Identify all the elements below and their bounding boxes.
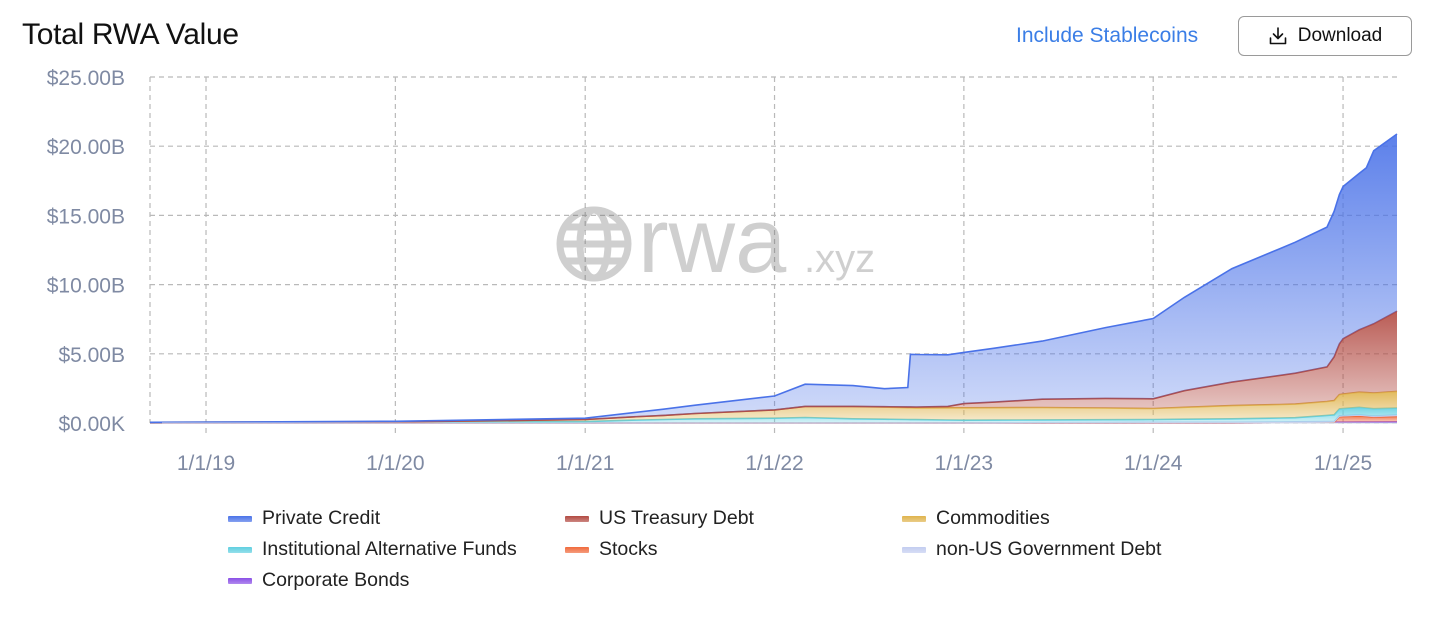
chart-title: Total RWA Value (22, 18, 239, 51)
y-tick-label: $10.00B (47, 275, 125, 298)
legend-label: Corporate Bonds (262, 569, 410, 591)
legend-item-institutional-alternative-funds[interactable]: Institutional Alternative Funds (228, 537, 565, 562)
legend-label: non-US Government Debt (936, 538, 1162, 560)
y-tick-label: $20.00B (47, 136, 125, 159)
legend-label: US Treasury Debt (599, 507, 754, 529)
y-tick-label: $0.00K (58, 413, 125, 436)
legend-item-non-us-government-debt[interactable]: non-US Government Debt (902, 537, 1202, 562)
legend-swatch (228, 515, 252, 522)
area-commodities (150, 391, 1397, 423)
chart-legend: Private Credit US Treasury Debt Commoditie… (228, 506, 1202, 593)
legend-swatch (902, 546, 926, 553)
area-institutional-alternative-funds (150, 407, 1397, 423)
legend-item-us-treasury-debt[interactable]: US Treasury Debt (565, 506, 902, 531)
y-tick-label: $25.00B (47, 67, 125, 90)
line-private-credit (149, 133, 1398, 424)
include-stablecoins-toggle[interactable]: Include Stablecoins (1016, 24, 1199, 47)
x-tick-label: 1/1/19 (177, 452, 235, 475)
x-tick-label: 1/1/22 (745, 452, 803, 475)
legend-label: Commodities (936, 507, 1050, 529)
legend-label: Stocks (599, 538, 658, 560)
legend-label: Institutional Alternative Funds (262, 538, 517, 560)
download-icon (1268, 26, 1288, 46)
y-tick-label: $5.00B (58, 344, 125, 367)
legend-swatch (228, 577, 252, 584)
x-tick-label: 1/1/25 (1314, 452, 1372, 475)
watermark-suffix: .xyz (804, 237, 875, 281)
watermark-text: rwa (638, 190, 787, 292)
area-private-credit (150, 134, 1397, 423)
legend-label: Private Credit (262, 507, 381, 529)
watermark-globe-icon (556, 206, 632, 282)
legend-item-stocks[interactable]: Stocks (565, 537, 902, 562)
legend-item-private-credit[interactable]: Private Credit (228, 506, 565, 531)
legend-swatch (565, 515, 589, 522)
download-button[interactable]: Download (1238, 16, 1412, 56)
legend-swatch (228, 546, 252, 553)
area-chart: $0.00K $5.00B $10.00B $15.00B $20.00B $25.00B… (47, 67, 1398, 475)
y-tick-label: $15.00B (47, 205, 125, 228)
x-tick-label: 1/1/20 (366, 452, 424, 475)
legend-item-corporate-bonds[interactable]: Corporate Bonds (228, 568, 565, 593)
x-tick-label: 1/1/23 (935, 452, 993, 475)
watermark: rwa .xyz (556, 190, 875, 292)
legend-item-commodities[interactable]: Commodities (902, 506, 1202, 531)
legend-swatch (902, 515, 926, 522)
x-tick-label: 1/1/24 (1124, 452, 1183, 475)
legend-swatch (565, 546, 589, 553)
x-tick-label: 1/1/21 (556, 452, 614, 475)
download-label: Download (1297, 25, 1383, 46)
